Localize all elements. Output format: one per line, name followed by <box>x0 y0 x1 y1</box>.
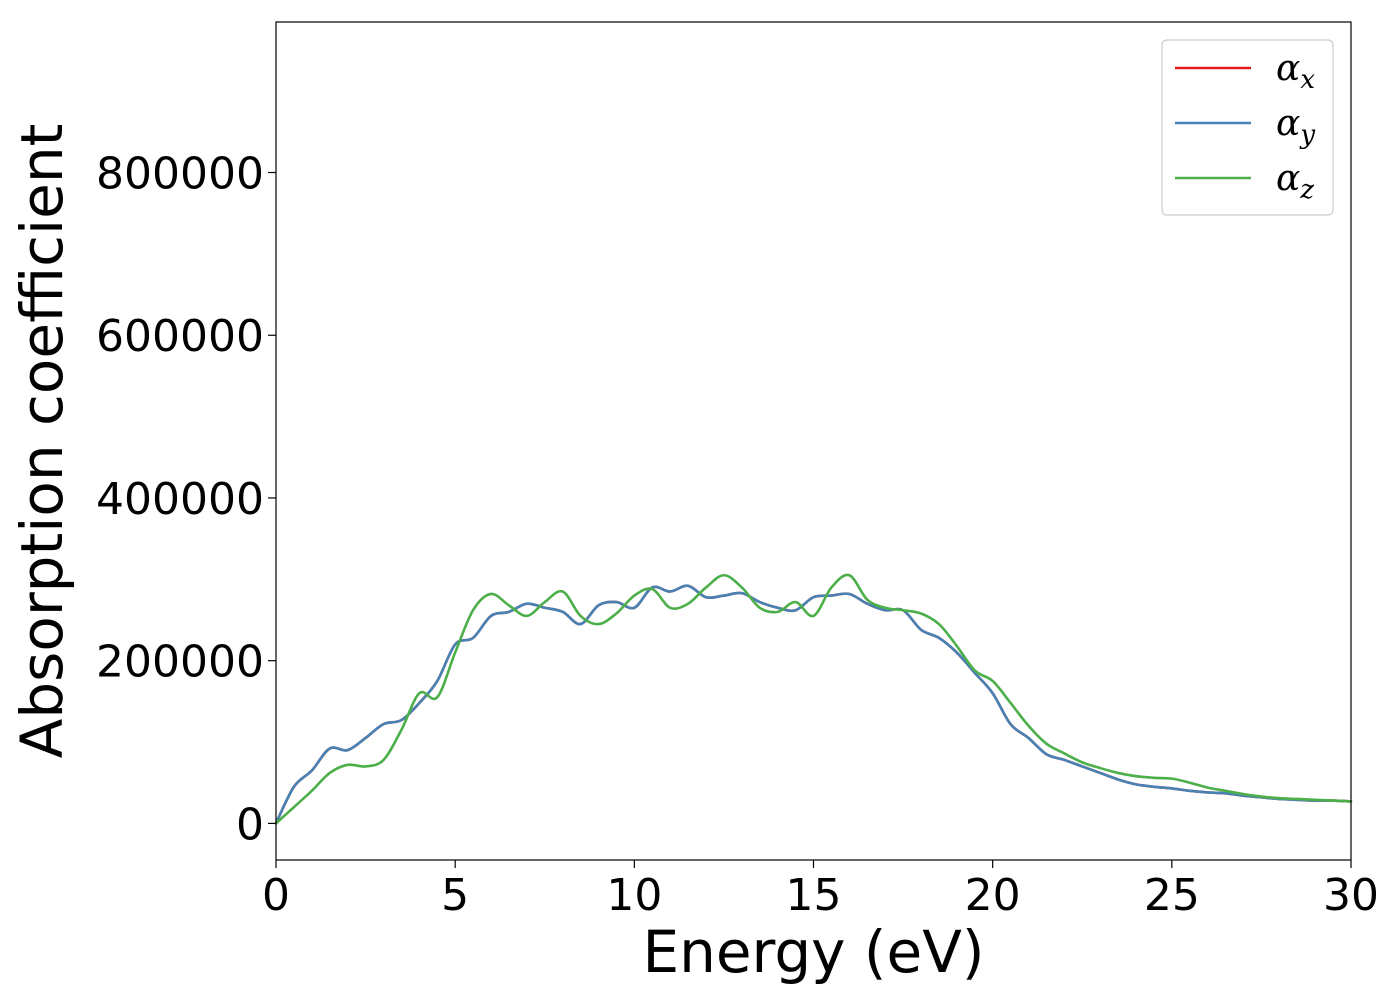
y-tick-label: 800000 <box>96 149 264 200</box>
y-axis: 0 200000 400000 600000 800000 <box>96 149 276 850</box>
legend-symbol: α <box>1276 158 1300 199</box>
x-tick-label: 5 <box>441 870 469 921</box>
series-line-y <box>274 584 1353 825</box>
y-axis-label: Absorption coefficient <box>8 124 76 759</box>
x-tick-label: 20 <box>965 870 1021 921</box>
y-tick-label: 200000 <box>96 637 264 688</box>
legend-symbol: α <box>1276 48 1300 89</box>
legend-subscript: y <box>1299 120 1315 150</box>
legend-entry-y: αy <box>1276 103 1315 150</box>
y-tick-label: 0 <box>236 799 264 850</box>
x-tick-label: 25 <box>1144 870 1200 921</box>
legend-symbol: α <box>1276 103 1300 144</box>
legend-entry-z: αz <box>1276 158 1314 205</box>
legend-subscript: x <box>1300 65 1315 95</box>
legend-subscript: z <box>1299 175 1314 205</box>
legend-entry-x: αx <box>1276 48 1315 95</box>
x-tick-label: 30 <box>1323 870 1379 921</box>
x-tick-label: 15 <box>786 870 842 921</box>
x-tick-label: 10 <box>606 870 662 921</box>
y-tick-label: 400000 <box>96 474 264 525</box>
legend-box <box>1161 39 1334 216</box>
series-layer <box>274 573 1353 825</box>
series-line-z <box>274 573 1353 825</box>
x-axis: 0 5 10 15 20 25 30 <box>262 860 1379 921</box>
x-tick-label: 0 <box>262 870 290 921</box>
y-tick-label: 600000 <box>96 311 264 362</box>
x-axis-label: Energy (eV) <box>642 918 984 986</box>
